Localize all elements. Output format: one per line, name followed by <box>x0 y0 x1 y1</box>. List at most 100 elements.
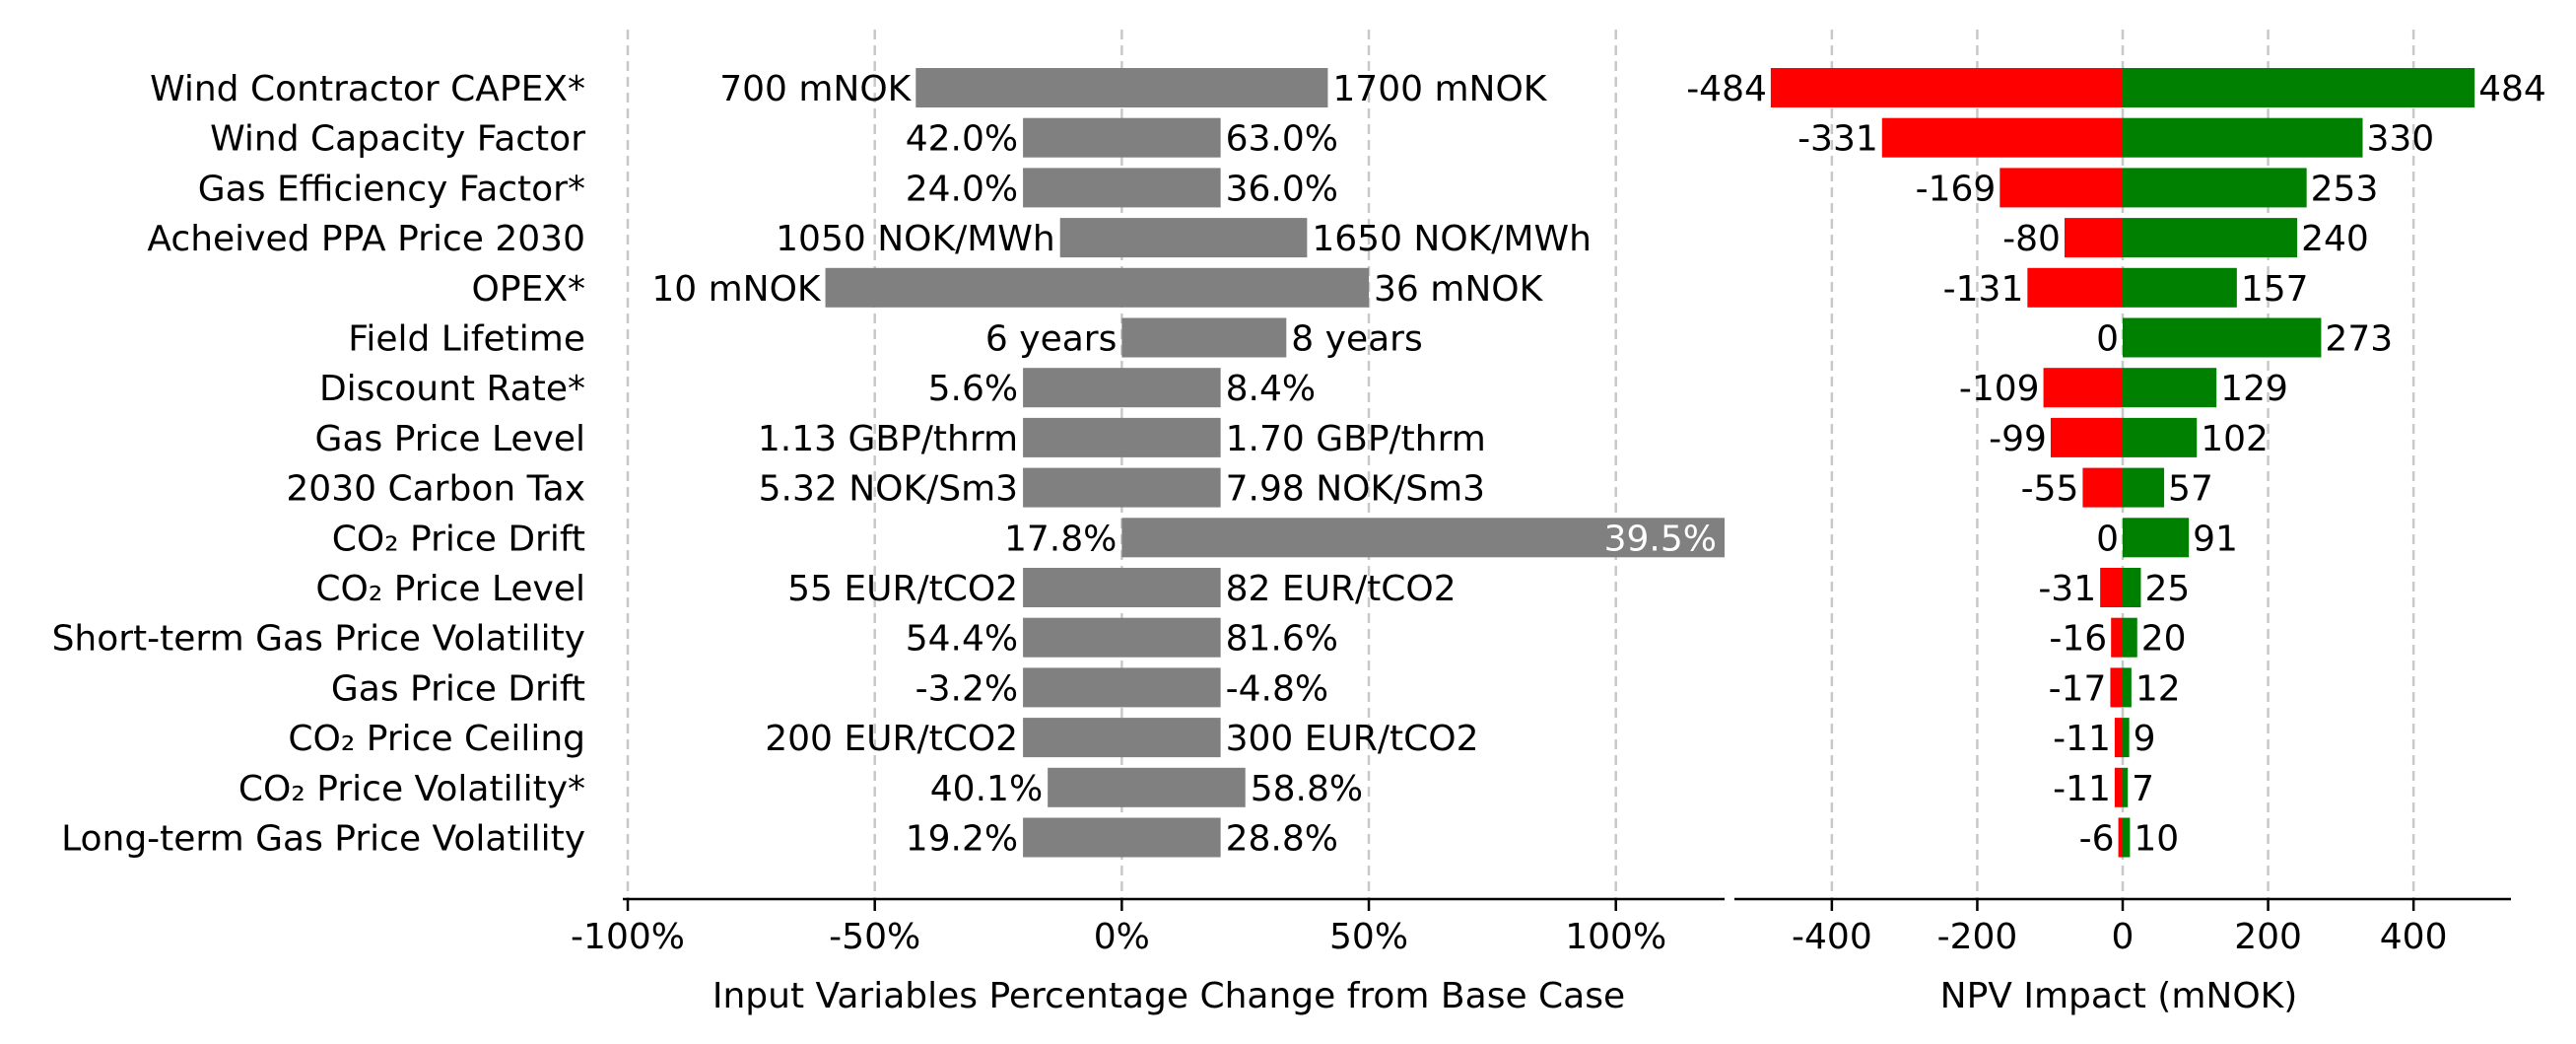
category-label: Field Lifetime <box>348 318 585 359</box>
category-label: OPEX* <box>472 269 585 310</box>
npv-positive-bar <box>2123 718 2130 758</box>
npv-negative-label: -99 <box>1989 419 2047 459</box>
right-x-axis-label: NPV Impact (mNOK) <box>1940 976 2298 1016</box>
category-label: Gas Efficiency Factor* <box>198 169 585 209</box>
low-value-label: 55 EUR/tCO2 <box>787 569 1018 609</box>
low-value-label: 200 EUR/tCO2 <box>765 719 1018 759</box>
npv-positive-bar <box>2123 267 2237 308</box>
low-value-label: 5.32 NOK/Sm3 <box>759 469 1018 510</box>
high-value-label: 63.0% <box>1226 119 1338 160</box>
category-label: 2030 Carbon Tax <box>286 469 585 510</box>
npv-negative-bar <box>2114 767 2123 807</box>
npv-negative-bar <box>1881 117 2123 158</box>
npv-negative-bar <box>2050 417 2123 457</box>
npv-positive-bar <box>2123 168 2307 208</box>
right-x-axis: -400 -200 0 200 400 <box>1734 897 2511 957</box>
npv-positive-bar <box>2123 617 2137 658</box>
npv-negative-label: -484 <box>1686 69 1767 109</box>
pct-range-bar <box>1023 417 1221 457</box>
low-value-label: 19.2% <box>906 818 1018 859</box>
pct-range-bar <box>1023 667 1221 708</box>
npv-negative-label: -109 <box>1959 369 2040 409</box>
npv-positive-label: 240 <box>2301 219 2369 259</box>
npv-positive-label: 7 <box>2132 769 2154 809</box>
low-value-label: -3.2% <box>915 668 1018 709</box>
npv-positive-bar <box>2123 467 2165 508</box>
left-x-axis-label: Input Variables Percentage Change from B… <box>712 976 1625 1016</box>
pct-range-bar <box>825 267 1370 308</box>
high-value-label: 36 mNOK <box>1374 269 1544 310</box>
right-tick-label: 200 <box>2234 917 2302 957</box>
left-tick-label: 50% <box>1329 917 1408 957</box>
category-label: Gas Price Level <box>315 419 585 459</box>
npv-positive-label: 57 <box>2168 469 2213 510</box>
npv-negative-bar <box>2027 267 2123 308</box>
npv-positive-bar <box>2123 767 2129 807</box>
npv-positive-label: 102 <box>2201 419 2269 459</box>
npv-positive-bar <box>2123 817 2131 858</box>
category-label: CO₂ Price Level <box>315 569 585 609</box>
left-tick-label: 100% <box>1565 917 1666 957</box>
right-tick-label: -400 <box>1792 917 1872 957</box>
npv-positive-bar <box>2123 667 2132 708</box>
pct-range-bar <box>1023 168 1221 208</box>
category-label: Short-term Gas Price Volatility <box>52 619 585 660</box>
npv-positive-bar <box>2123 368 2217 408</box>
npv-negative-bar <box>2000 168 2123 208</box>
npv-positive-label: 91 <box>2193 519 2238 559</box>
npv-positive-label: 157 <box>2241 269 2309 310</box>
pct-range-bar <box>915 68 1328 107</box>
low-value-label: 24.0% <box>906 169 1018 209</box>
npv-positive-label: 12 <box>2135 668 2181 709</box>
npv-negative-label: -16 <box>2049 619 2107 660</box>
low-value-label: 5.6% <box>928 369 1018 409</box>
pct-range-bar <box>1121 317 1287 358</box>
high-value-label: 36.0% <box>1226 169 1338 209</box>
low-value-label: 700 mNOK <box>719 69 912 109</box>
npv-positive-bar <box>2123 417 2198 457</box>
npv-positive-label: 273 <box>2325 318 2393 359</box>
pct-range-bar <box>1023 568 1221 607</box>
npv-positive-label: 484 <box>2478 69 2546 109</box>
pct-range-bar <box>1023 467 1221 508</box>
low-value-label: 10 mNOK <box>651 269 822 310</box>
high-value-label: 1.70 GBP/thrm <box>1226 419 1486 459</box>
npv-positive-label: 20 <box>2141 619 2187 660</box>
npv-positive-label: 9 <box>2134 719 2156 759</box>
npv-negative-label: -11 <box>2053 719 2111 759</box>
category-label: Wind Contractor CAPEX* <box>150 69 585 109</box>
pct-range-bar <box>1048 767 1246 807</box>
category-label: Gas Price Drift <box>331 668 585 709</box>
npv-negative-label: -131 <box>1943 269 2024 310</box>
right-tick-label: 0 <box>2112 917 2135 957</box>
pct-range-bar <box>1023 718 1221 758</box>
npv-negative-bar <box>1770 68 2123 107</box>
category-label: CO₂ Price Drift <box>332 519 585 559</box>
pct-range-bar <box>1023 817 1221 858</box>
high-value-label: 81.6% <box>1226 619 1338 660</box>
npv-positive-bar <box>2123 117 2363 158</box>
low-value-label: 1.13 GBP/thrm <box>758 419 1018 459</box>
category-label: Discount Rate* <box>319 369 585 409</box>
right-tick-label: 400 <box>2380 917 2448 957</box>
npv-negative-bar <box>2111 617 2123 658</box>
pct-range-bar <box>1023 368 1221 408</box>
npv-positive-label: 253 <box>2311 169 2379 209</box>
high-value-label: 58.8% <box>1251 769 1363 809</box>
npv-positive-label: 10 <box>2134 818 2179 859</box>
left-x-axis: -100% -50% 0% 50% 100% <box>571 897 1725 957</box>
pct-range-bar <box>1059 218 1308 258</box>
pct-range-bar <box>1121 518 1725 558</box>
category-label: Long-term Gas Price Volatility <box>61 818 585 859</box>
npv-negative-bar <box>2114 718 2123 758</box>
npv-negative-bar <box>2118 817 2123 858</box>
npv-negative-bar <box>2110 667 2123 708</box>
pct-range-bar <box>1023 117 1221 158</box>
npv-negative-label: -331 <box>1797 119 1878 160</box>
npv-positive-bar <box>2123 568 2141 607</box>
high-value-label: 28.8% <box>1226 818 1338 859</box>
npv-negative-bar <box>2082 467 2123 508</box>
left-tick-label: 0% <box>1094 917 1150 957</box>
